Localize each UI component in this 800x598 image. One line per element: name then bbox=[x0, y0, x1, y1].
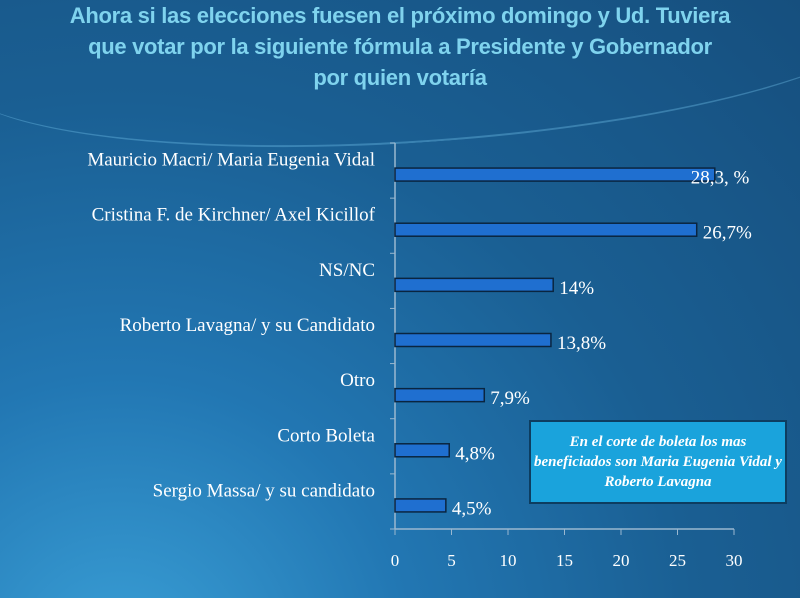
title-line: Ahora si las elecciones fuesen el próxim… bbox=[69, 3, 731, 28]
data-label: 28,3, % bbox=[691, 168, 750, 189]
x-tick-label: 25 bbox=[669, 551, 686, 570]
category-label: Sergio Massa/ y su candidato bbox=[153, 480, 375, 501]
x-tick-label: 20 bbox=[613, 551, 630, 570]
bar bbox=[394, 277, 554, 293]
annotation-box: En el corte de boleta los mas beneficiad… bbox=[529, 420, 787, 504]
data-label: 26,7% bbox=[703, 223, 752, 244]
bar bbox=[394, 387, 486, 403]
category-label: Corto Boleta bbox=[277, 425, 375, 446]
title-line: por quien votaría bbox=[313, 65, 487, 90]
data-label: 7,9% bbox=[490, 388, 530, 409]
bar bbox=[394, 222, 698, 237]
bar bbox=[394, 167, 716, 182]
x-tick-label: 15 bbox=[556, 551, 573, 570]
bar bbox=[394, 332, 552, 348]
x-tick-label: 0 bbox=[391, 551, 400, 570]
data-label: 14% bbox=[559, 278, 594, 299]
data-label: 13,8% bbox=[557, 333, 606, 354]
category-label: Cristina F. de Kirchner/ Axel Kicillof bbox=[92, 205, 376, 226]
bar bbox=[394, 498, 447, 513]
chart-title: Ahora si las elecciones fuesen el próxim… bbox=[0, 0, 800, 93]
category-label: Roberto Lavagna/ y su Candidato bbox=[120, 315, 375, 336]
data-label: 4,8% bbox=[455, 443, 495, 464]
x-tick-label: 30 bbox=[726, 551, 743, 570]
bar bbox=[394, 443, 450, 458]
category-label: Mauricio Macri/ Maria Eugenia Vidal bbox=[87, 150, 375, 171]
x-tick-label: 5 bbox=[447, 551, 456, 570]
title-line: que votar por la siguiente fórmula a Pre… bbox=[88, 34, 712, 59]
category-label: Otro bbox=[340, 370, 375, 391]
category-label: NS/NC bbox=[319, 260, 375, 281]
data-label: 4,5% bbox=[452, 498, 492, 519]
x-tick-label: 10 bbox=[500, 551, 517, 570]
